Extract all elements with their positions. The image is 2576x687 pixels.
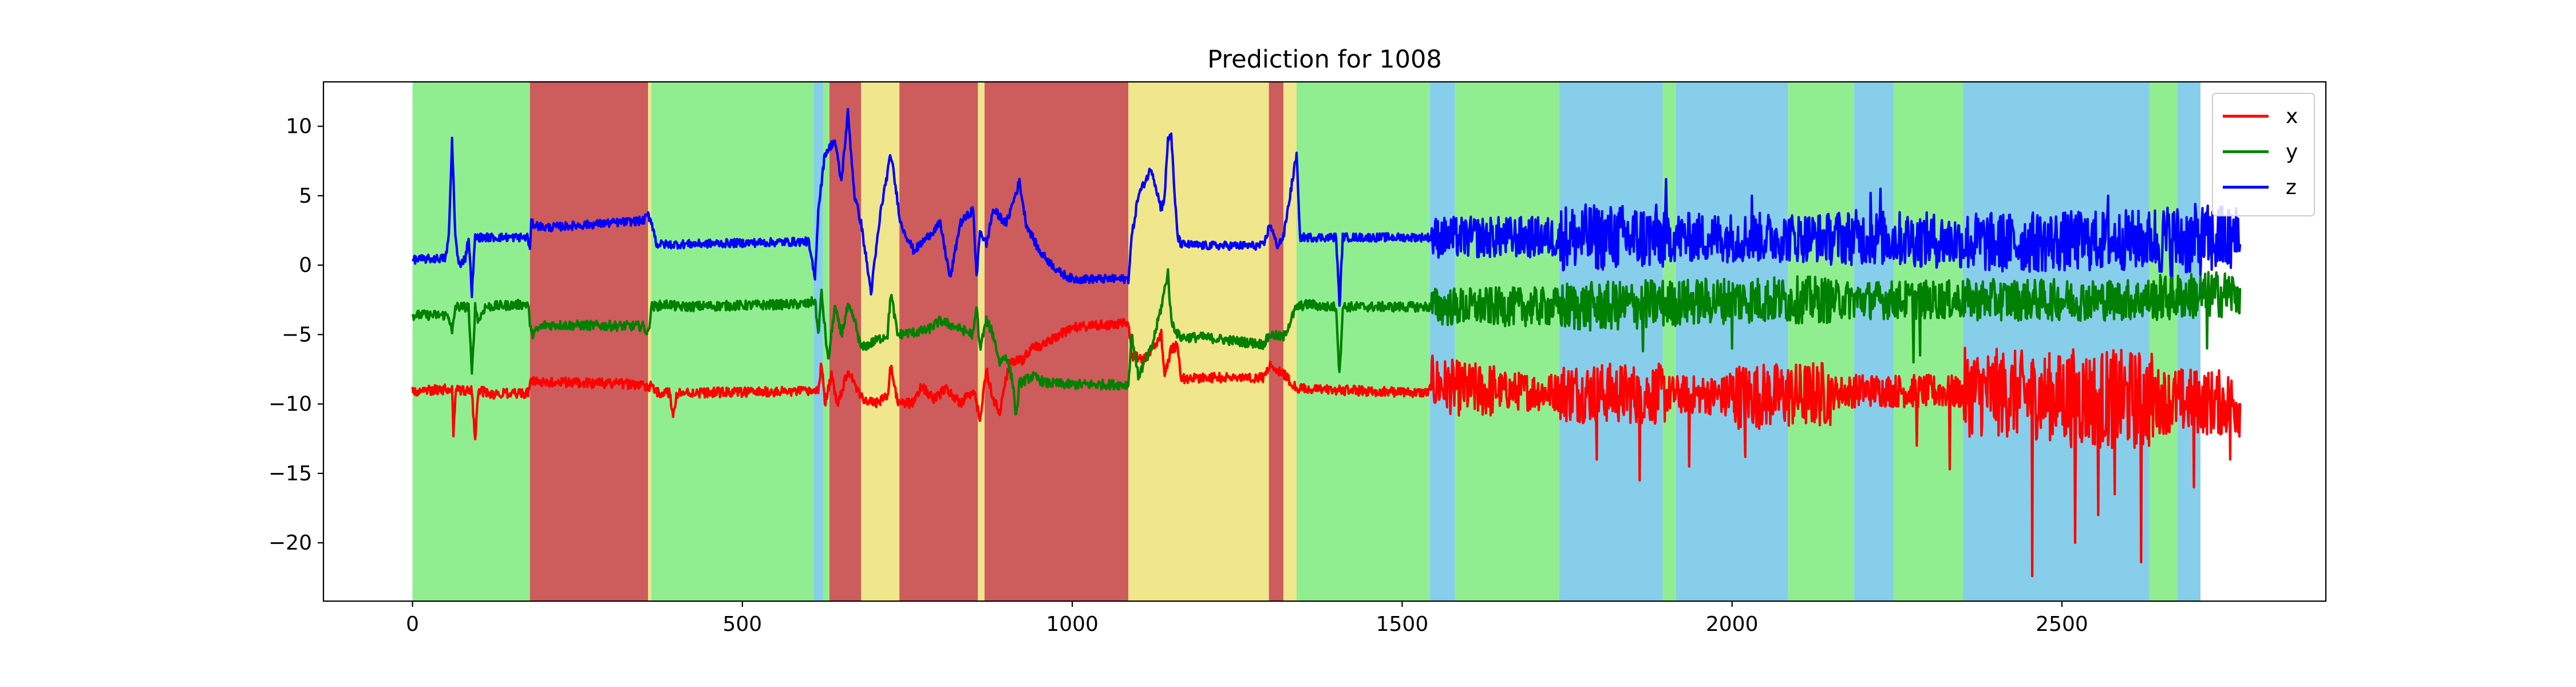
prediction-band <box>1429 82 1455 601</box>
x-axis: 0 500 1000 1500 2000 2500 <box>406 601 2088 636</box>
prediction-band <box>648 82 651 601</box>
x-tick-label: 2000 <box>1706 613 1759 636</box>
y-axis: 10 5 0 −5 −10 −15 −20 <box>268 115 323 555</box>
series-line-z <box>412 108 2242 307</box>
prediction-band <box>530 82 649 601</box>
prediction-band <box>1455 82 1559 601</box>
prediction-band <box>1894 82 1963 601</box>
prediction-band <box>899 82 978 601</box>
series-line-y <box>411 268 2242 416</box>
prediction-band <box>1662 82 1676 601</box>
prediction-band <box>2177 82 2201 601</box>
prediction-band <box>651 82 814 601</box>
background-bands <box>412 82 2201 601</box>
y-tick-label: −20 <box>268 531 312 555</box>
chart-title: Prediction for 1008 <box>1207 45 1442 74</box>
prediction-band <box>1788 82 1854 601</box>
series-lines <box>411 108 2242 578</box>
prediction-band <box>829 82 862 601</box>
prediction-band <box>813 82 823 601</box>
prediction-band <box>1854 82 1894 601</box>
prediction-band <box>1297 82 1430 601</box>
x-tick-label: 0 <box>406 613 419 636</box>
y-tick-label: 10 <box>286 115 312 139</box>
x-tick-label: 2500 <box>2036 613 2088 636</box>
legend-box <box>2212 93 2315 216</box>
y-tick-label: 5 <box>299 184 312 208</box>
series-line-x <box>411 318 2242 578</box>
plot-frame <box>322 81 2327 602</box>
prediction-band <box>1559 82 1663 601</box>
x-tick-label: 1500 <box>1376 613 1429 636</box>
y-tick-label: −5 <box>282 323 312 346</box>
y-tick-label: −15 <box>268 462 312 485</box>
legend-label-y: y <box>2286 140 2298 164</box>
legend: xyz <box>2212 93 2315 216</box>
y-tick-label: 0 <box>299 254 312 277</box>
prediction-band <box>1963 82 2150 601</box>
prediction-band <box>1269 82 1283 601</box>
prediction-band <box>2150 82 2178 601</box>
x-tick-label: 500 <box>723 613 762 636</box>
prediction-band <box>1283 82 1297 601</box>
legend-label-x: x <box>2286 105 2298 128</box>
y-tick-label: −10 <box>268 393 312 416</box>
x-tick-label: 1000 <box>1046 613 1099 636</box>
legend-label-z: z <box>2286 176 2297 199</box>
